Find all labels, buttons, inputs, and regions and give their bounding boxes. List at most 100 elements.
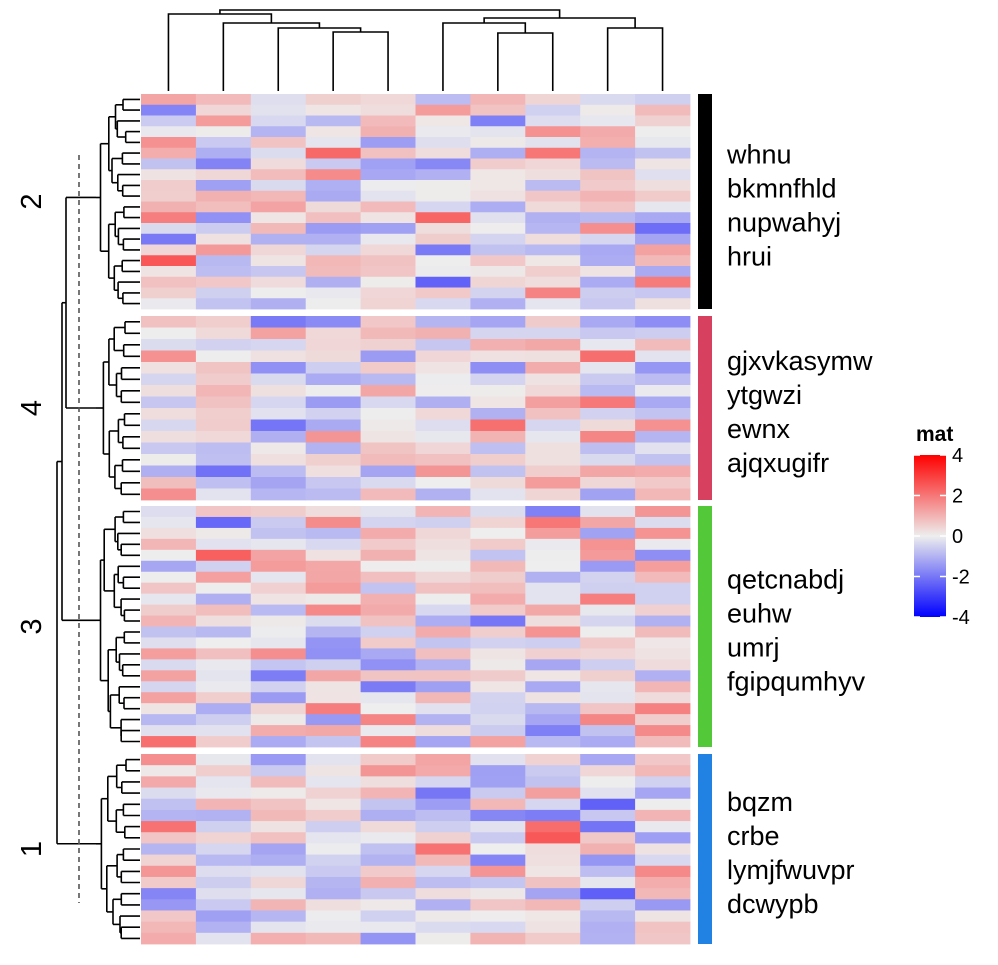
heatmap-cell: [360, 854, 416, 867]
heatmap-cell: [250, 549, 307, 562]
legend-title: mat: [916, 423, 953, 446]
heatmap-cell: [415, 527, 471, 540]
heatmap-cell: [141, 821, 197, 833]
heatmap-cell: [250, 126, 307, 138]
heatmap-cell: [415, 854, 471, 867]
heatmap-cell: [195, 899, 252, 911]
heatmap-cell: [305, 821, 361, 833]
heatmap-cell: [250, 385, 307, 397]
heatmap-cell: [360, 169, 416, 181]
heatmap-cell: [195, 431, 252, 443]
heatmap-cell: [635, 316, 691, 328]
heatmap-cell: [580, 681, 636, 693]
heatmap-cell: [305, 408, 361, 420]
heatmap-cell: [250, 798, 307, 811]
heatmap-cell: [250, 659, 307, 671]
heatmap-cell: [415, 201, 471, 213]
heatmap-cell: [580, 327, 636, 340]
row-label: umrj: [727, 633, 780, 663]
heatmap-cell: [470, 287, 526, 299]
heatmap-cell: [305, 888, 361, 900]
heatmap-cell: [580, 527, 636, 540]
heatmap-cell: [470, 244, 526, 256]
heatmap-cell: [250, 212, 307, 224]
heatmap-cell: [470, 126, 526, 138]
heatmap-cell: [635, 287, 691, 299]
heatmap-cell: [470, 362, 526, 374]
row-label: bkmnfhld: [727, 174, 837, 204]
heatmap-cell: [580, 703, 636, 715]
heatmap-cell: [415, 431, 471, 443]
heatmap-cell: [250, 571, 307, 584]
heatmap-cell: [635, 832, 691, 844]
heatmap-cell: [580, 854, 636, 867]
heatmap-cell: [415, 798, 471, 811]
heatmap-cell: [305, 626, 361, 638]
heatmap-cell: [305, 169, 361, 181]
heatmap-cell: [525, 932, 581, 945]
heatmap-cell: [525, 169, 581, 181]
heatmap-cell: [415, 876, 471, 889]
heatmap-cell: [415, 385, 471, 397]
heatmap-cell: [470, 266, 526, 278]
heatmap-cell: [525, 910, 581, 923]
heatmap-cell: [360, 327, 416, 340]
heatmap-cell: [415, 158, 471, 170]
heatmap-cell: [525, 692, 581, 704]
heatmap-cell: [635, 362, 691, 374]
heatmap-cell: [141, 244, 197, 256]
row-label: ytgwzi: [727, 380, 802, 410]
heatmap-cell: [525, 94, 581, 106]
heatmap-cell: [141, 865, 197, 878]
heatmap-cell: [415, 776, 471, 788]
heatmap-cell: [305, 362, 361, 374]
heatmap-cell: [195, 571, 252, 584]
heatmap-cell: [580, 244, 636, 256]
heatmap-cell: [635, 190, 691, 202]
heatmap-cell: [635, 408, 691, 420]
heatmap-cell: [360, 212, 416, 224]
heatmap-cell: [415, 681, 471, 693]
slice-annotation-bars: [698, 94, 712, 944]
heatmap-cell: [415, 316, 471, 328]
heatmap-cell: [250, 316, 307, 328]
heatmap-cell: [415, 137, 471, 149]
heatmap-cell: [195, 754, 252, 766]
heatmap-cell: [141, 454, 197, 466]
heatmap-cell: [635, 527, 691, 540]
heatmap-cell: [360, 506, 416, 518]
heatmap-cell: [141, 854, 197, 867]
heatmap-cell: [580, 126, 636, 138]
heatmap-cell: [525, 637, 581, 649]
heatmap-cell: [635, 560, 691, 573]
heatmap-cell: [305, 754, 361, 766]
heatmap-cell: [141, 527, 197, 540]
heatmap-cell: [635, 201, 691, 213]
heatmap-cell: [470, 477, 526, 489]
heatmap-cell: [195, 223, 252, 235]
heatmap-cell: [250, 190, 307, 202]
heatmap-cell: [195, 137, 252, 149]
heatmap-cell: [250, 736, 307, 748]
heatmap-cell: [305, 932, 361, 945]
heatmap-cell: [305, 339, 361, 351]
heatmap-cell: [470, 454, 526, 466]
heatmap-cell: [360, 373, 416, 386]
heatmap-cell: [250, 714, 307, 726]
heatmap-cell: [305, 798, 361, 811]
heatmap-cell: [195, 910, 252, 923]
heatmap-cell: [141, 104, 197, 116]
row-label: ewnx: [727, 414, 791, 444]
heatmap-cell: [635, 266, 691, 278]
heatmap-cell: [470, 854, 526, 867]
heatmap-cell: [580, 158, 636, 170]
heatmap-cell: [360, 765, 416, 777]
heatmap-cell: [525, 454, 581, 466]
heatmap-cell: [305, 527, 361, 540]
heatmap-cell: [470, 765, 526, 777]
heatmap-cell: [141, 316, 197, 328]
heatmap-cell: [195, 538, 252, 551]
heatmap-cell: [635, 339, 691, 351]
heatmap-cell: [580, 809, 636, 822]
heatmap-cell: [525, 147, 581, 159]
